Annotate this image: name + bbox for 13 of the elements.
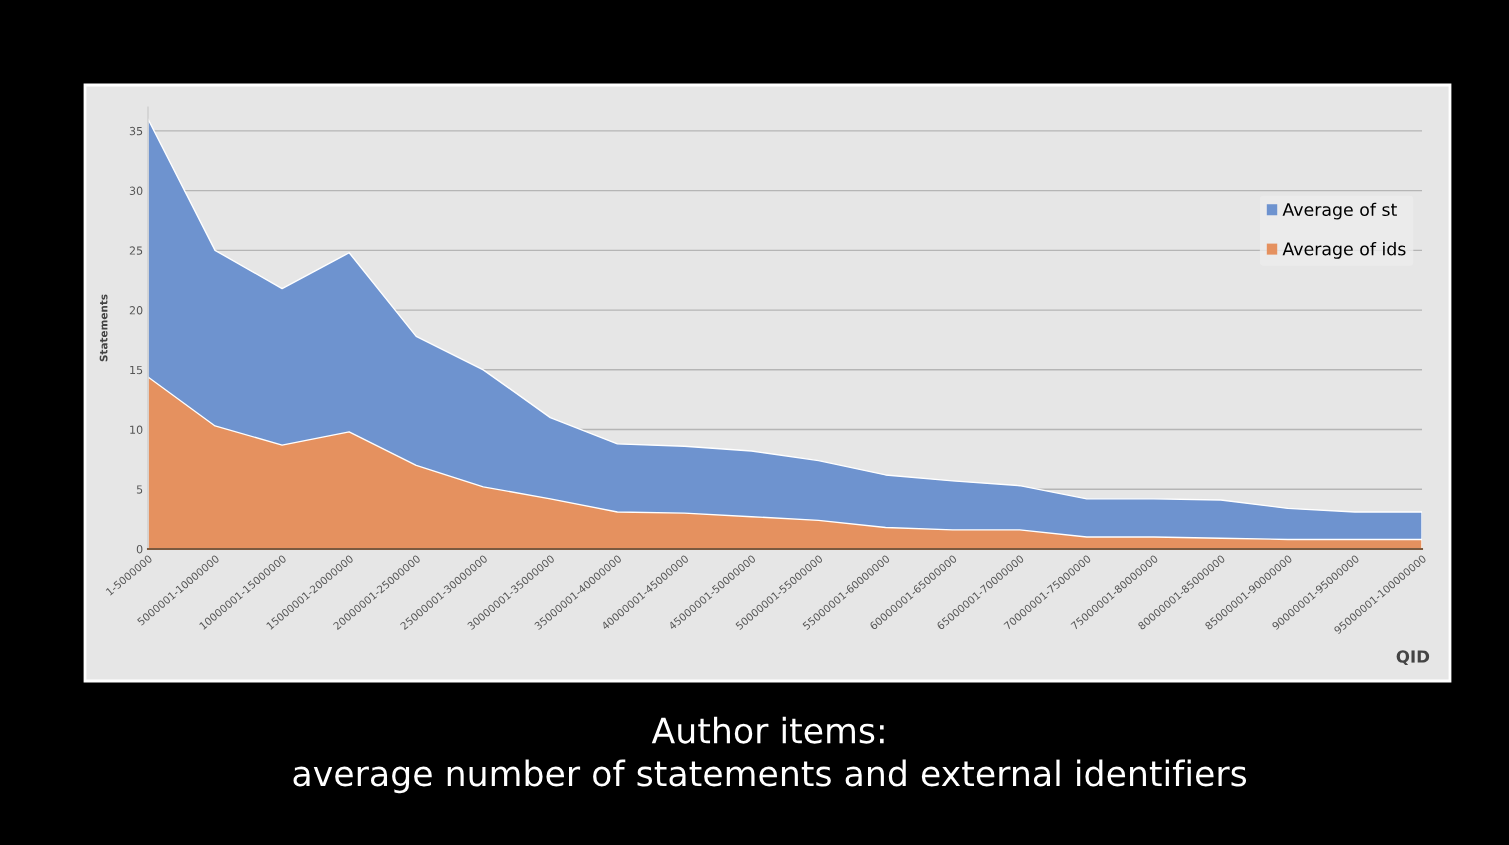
legend-label: Average of st bbox=[1282, 202, 1397, 220]
legend-label: Average of ids bbox=[1282, 242, 1406, 259]
y-tick-label: 5 bbox=[136, 485, 143, 494]
x-axis-title: QID bbox=[1396, 650, 1430, 666]
y-tick-label: 30 bbox=[129, 186, 143, 195]
y-tick-label: 15 bbox=[130, 365, 143, 375]
y-axis-title: Statements bbox=[99, 294, 108, 362]
y-tick-label: 0 bbox=[136, 544, 143, 554]
y-tick-label: 10 bbox=[130, 425, 143, 434]
y-tick-label: 35 bbox=[129, 126, 143, 136]
y-tick-label: 20 bbox=[129, 306, 143, 315]
text: Author items: average number of statements and external identifiers bbox=[293, 716, 1247, 794]
y-tick-label: 25 bbox=[129, 246, 143, 255]
